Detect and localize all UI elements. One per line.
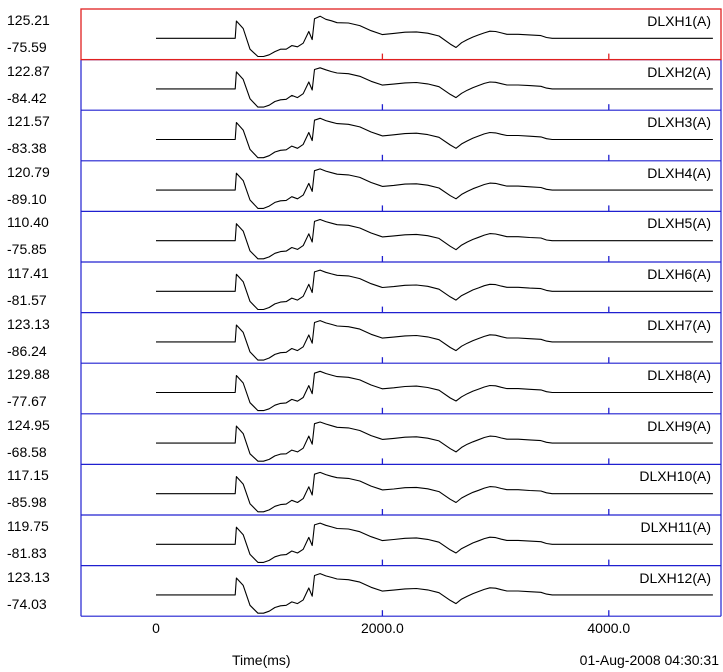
ymax-label-2: 122.87 [7, 62, 50, 79]
ymin-label-1: -75.59 [7, 39, 47, 55]
ymax-label-11: 119.75 [7, 518, 49, 534]
channel-name-9: DLXH9(A) [647, 417, 711, 434]
panel-1-selected-frame [80, 8, 722, 61]
trace-DLXH7(A) [156, 320, 713, 361]
trace-DLXH5(A) [156, 218, 713, 260]
trace-DLXH8(A) [156, 370, 713, 412]
ymax-label-1: 125.21 [7, 12, 50, 28]
channel-name-6: DLXH6(A) [647, 266, 711, 282]
ymin-label-11: -81.83 [7, 545, 47, 561]
channel-name-12: DLXH12(A) [639, 569, 711, 586]
trace-DLXH6(A) [156, 269, 713, 311]
channel-name-2: DLXH2(A) [647, 63, 711, 80]
ymax-label-10: 117.15 [7, 467, 49, 484]
ymax-label-8: 129.88 [7, 366, 50, 383]
ymin-label-6: -81.57 [7, 292, 47, 308]
ymin-label-10: -85.98 [7, 494, 47, 511]
channel-name-1: DLXH1(A) [647, 13, 711, 29]
trace-DLXH9(A) [156, 421, 713, 462]
trace-DLXH4(A) [156, 168, 713, 209]
ymax-label-6: 117.41 [7, 265, 49, 281]
channel-name-7: DLXH7(A) [647, 316, 711, 333]
x-tick-label-0: 0 [152, 620, 160, 636]
channel-name-10: DLXH10(A) [639, 468, 711, 485]
ymax-label-3: 121.57 [7, 113, 50, 130]
channel-name-4: DLXH4(A) [647, 164, 711, 181]
channel-name-5: DLXH5(A) [647, 215, 711, 232]
x-tick-label-2: 4000.0 [587, 620, 631, 636]
ymin-label-5: -75.85 [7, 241, 47, 258]
ymin-label-7: -86.24 [7, 342, 47, 359]
ymax-label-4: 120.79 [7, 163, 50, 180]
ymin-label-3: -83.38 [7, 140, 47, 157]
ymax-label-7: 123.13 [7, 315, 50, 332]
ymin-label-9: -68.58 [7, 443, 47, 460]
channel-name-3: DLXH3(A) [647, 114, 711, 131]
ymin-label-8: -77.67 [7, 393, 47, 410]
trace-DLXH10(A) [156, 471, 713, 513]
channel-name-8: DLXH8(A) [647, 367, 711, 384]
timestamp: 01-Aug-2008 04:30:31 [579, 652, 719, 668]
ymax-label-9: 124.95 [7, 416, 50, 433]
x-axis-label: Time(ms) [232, 652, 291, 668]
trace-DLXH3(A) [156, 117, 713, 159]
channel-name-11: DLXH11(A) [640, 519, 711, 535]
trace-DLXH1(A) [156, 15, 713, 58]
ymin-label-4: -89.10 [7, 190, 47, 207]
ymin-label-2: -84.42 [7, 89, 47, 106]
trace-DLXH11(A) [156, 522, 713, 563]
ymax-label-12: 123.13 [7, 568, 50, 585]
ymin-label-12: -74.03 [7, 595, 47, 612]
trace-DLXH2(A) [156, 67, 713, 108]
ymax-label-5: 110.40 [7, 214, 49, 231]
x-tick-label-1: 2000.0 [360, 620, 404, 636]
trace-DLXH12(A) [156, 573, 713, 614]
